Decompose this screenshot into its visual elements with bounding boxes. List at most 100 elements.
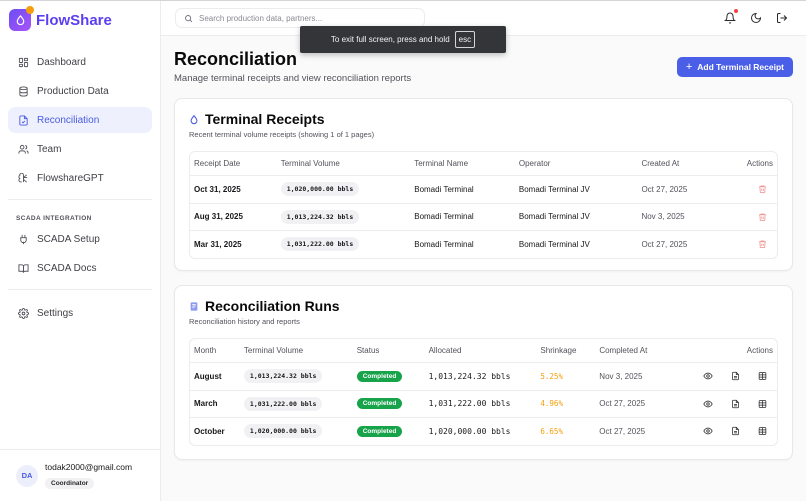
table-header: Month Terminal Volume Status Allocated S… <box>190 339 777 362</box>
book-icon <box>18 263 29 273</box>
month: August <box>194 371 222 381</box>
fullscreen-exit-toast: To exit full screen, press and hold esc <box>300 26 506 53</box>
theme-toggle-button[interactable] <box>750 11 762 23</box>
table-row: October 1,020,000.00 bbls Completed 1,02… <box>190 417 777 445</box>
sidebar-item-label: Settings <box>37 307 74 319</box>
card-title-text: Reconciliation Runs <box>205 298 340 314</box>
spreadsheet-icon[interactable] <box>758 426 767 436</box>
delete-icon[interactable] <box>758 212 767 222</box>
volume-cell: 1,031,222.00 bbls <box>277 237 411 252</box>
add-terminal-receipt-button[interactable]: + Add Terminal Receipt <box>676 57 793 77</box>
scada-nav: SCADA Setup SCADA Docs <box>0 226 160 281</box>
completed-at: Oct 27, 2025 <box>599 399 646 409</box>
volume-pill: 1,020,000.00 bbls <box>243 424 323 439</box>
status-cell: Completed <box>353 398 425 410</box>
sidebar-item-team[interactable]: Team <box>8 136 152 162</box>
column-header[interactable]: Allocated <box>428 346 462 355</box>
card-title: Reconciliation Runs <box>189 298 778 314</box>
sidebar-item-label: SCADA Docs <box>37 262 97 274</box>
column-header: Actions <box>746 159 773 168</box>
notifications-button[interactable] <box>723 9 738 24</box>
sidebar-item-production-data[interactable]: Production Data <box>8 78 152 104</box>
eye-icon[interactable] <box>703 399 713 409</box>
sidebar-item-settings[interactable]: Settings <box>8 300 152 326</box>
volume-pill: 1,013,224.32 bbls <box>280 209 360 224</box>
column-header[interactable]: Terminal Volume <box>280 159 340 168</box>
eye-icon[interactable] <box>703 426 713 436</box>
spreadsheet-icon[interactable] <box>758 371 767 381</box>
column-header: Actions <box>746 346 773 355</box>
allocated: 1,020,000.00 bbls <box>428 426 511 436</box>
column-header[interactable]: Terminal Volume <box>243 346 304 355</box>
volume-pill: 1,031,222.00 bbls <box>243 396 323 411</box>
actions-cell <box>695 371 777 381</box>
volume-cell: 1,013,224.32 bbls <box>277 209 411 224</box>
sidebar-item-scada-setup[interactable]: SCADA Setup <box>8 226 152 252</box>
topbar-actions <box>723 9 788 24</box>
search-input[interactable] <box>199 13 399 23</box>
eye-icon[interactable] <box>703 371 713 381</box>
section-label-scada: SCADA INTEGRATION <box>16 215 92 222</box>
file-check-icon <box>19 114 28 126</box>
column-header[interactable]: Terminal Name <box>414 159 469 168</box>
receipt-date: Mar 31, 2025 <box>194 239 242 249</box>
operator: Bomadi Terminal JV <box>518 239 590 249</box>
actions-cell <box>695 399 777 409</box>
allocated: 1,013,224.32 bbls <box>428 371 511 381</box>
table-row: Mar 31, 2025 1,031,222.00 bbls Bomadi Te… <box>190 230 777 258</box>
file-text-icon[interactable] <box>731 371 740 381</box>
month: March <box>194 399 218 409</box>
reconciliation-runs-table: Month Terminal Volume Status Allocated S… <box>189 338 778 446</box>
status-cell: Completed <box>353 370 425 382</box>
delete-icon[interactable] <box>758 239 767 249</box>
column-header[interactable]: Operator <box>518 159 551 168</box>
user-role-badge: Coordinator <box>45 477 95 489</box>
column-header[interactable]: Receipt Date <box>194 159 241 168</box>
volume-pill: 1,013,224.32 bbls <box>243 369 323 384</box>
terminal-receipts-card: Terminal Receipts Recent terminal volume… <box>174 98 793 271</box>
sidebar-item-label: Team <box>37 143 62 155</box>
status-badge: Completed <box>356 370 403 382</box>
column-header[interactable]: Shrinkage <box>540 346 577 355</box>
page-subtitle: Manage terminal receipts and view reconc… <box>174 73 412 84</box>
sidebar-divider <box>8 289 152 290</box>
sidebar-item-dashboard[interactable]: Dashboard <box>8 49 152 75</box>
column-header[interactable]: Completed At <box>599 346 648 355</box>
database-icon <box>19 85 28 97</box>
sidebar-item-flowsharegpt[interactable]: FlowshareGPT <box>8 165 152 191</box>
spreadsheet-icon[interactable] <box>758 399 767 409</box>
page-title: Reconciliation <box>174 49 298 69</box>
column-header[interactable]: Created At <box>641 159 680 168</box>
file-text-icon[interactable] <box>731 399 740 409</box>
shrinkage: 6.65% <box>540 426 563 436</box>
file-text-icon[interactable] <box>731 426 740 436</box>
settings-nav: Settings <box>0 298 160 326</box>
logout-button[interactable] <box>776 11 788 23</box>
report-icon <box>190 301 198 311</box>
search-box[interactable] <box>175 8 425 28</box>
sidebar-item-label: Production Data <box>37 85 109 97</box>
column-header[interactable]: Month <box>194 346 217 355</box>
logout-icon <box>777 13 788 23</box>
completed-at: Nov 3, 2025 <box>599 371 643 381</box>
user-profile[interactable]: DA todak2000@gmail.com Coordinator <box>0 449 160 501</box>
table-row: Oct 31, 2025 1,020,000.00 bbls Bomadi Te… <box>190 175 777 203</box>
volume-pill: 1,020,000.00 bbls <box>280 182 360 197</box>
esc-key-hint: esc <box>454 31 476 48</box>
shrinkage: 4.96% <box>540 399 563 409</box>
table-header: Receipt Date Terminal Volume Terminal Na… <box>190 152 777 175</box>
logo[interactable]: FlowShare <box>0 1 160 39</box>
brain-icon <box>18 172 28 183</box>
sidebar-item-scada-docs[interactable]: SCADA Docs <box>8 255 152 281</box>
toast-message: To exit full screen, press and hold <box>330 35 450 44</box>
terminal-name: Bomadi Terminal <box>414 184 474 194</box>
sidebar-item-reconciliation[interactable]: Reconciliation <box>8 107 152 133</box>
status-badge: Completed <box>356 425 403 437</box>
moon-icon <box>751 12 762 23</box>
sidebar-item-label: SCADA Setup <box>37 233 100 245</box>
column-header[interactable]: Status <box>356 346 380 355</box>
operator: Bomadi Terminal JV <box>518 212 590 222</box>
volume-cell: 1,013,224.32 bbls <box>240 369 353 384</box>
delete-icon[interactable] <box>758 184 767 194</box>
bell-icon <box>723 12 737 24</box>
